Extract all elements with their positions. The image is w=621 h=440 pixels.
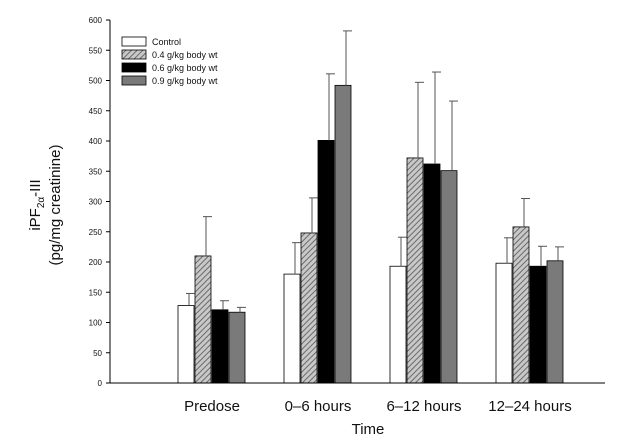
bar	[406, 157, 424, 384]
y-title-main: iPF	[27, 208, 44, 231]
bar	[194, 255, 212, 384]
x-axis: Predose 0–6 hours 6–12 hours 12–24 hours	[110, 382, 605, 415]
y-tick-label: 150	[89, 288, 103, 297]
y-tick-label: 250	[89, 228, 103, 237]
bar	[211, 309, 229, 384]
y-title-suffix: -III	[27, 179, 44, 197]
y-tick-label: 0	[98, 379, 103, 388]
bar	[546, 260, 564, 384]
y-axis-title-line2: (pg/mg creatinine)	[47, 145, 64, 266]
y-tick-label: 500	[89, 77, 103, 86]
legend-swatch	[121, 49, 147, 60]
x-category-label: 6–12 hours	[386, 398, 461, 415]
x-category-label: 12–24 hours	[488, 398, 571, 415]
y-tick-label: 50	[93, 349, 102, 358]
legend-label: 0.6 g/kg body wt	[152, 63, 218, 73]
y-tick-label: 600	[89, 16, 103, 25]
bar	[529, 265, 547, 384]
bar	[177, 305, 195, 384]
y-axis-title-line1: iPF2α-III	[27, 179, 47, 230]
bar	[423, 163, 441, 384]
y-tick-label: 350	[89, 167, 103, 176]
bar	[495, 262, 513, 384]
y-tick-label: 550	[89, 46, 103, 55]
x-category-label: 0–6 hours	[285, 398, 352, 415]
bar	[512, 226, 530, 384]
bars-group	[177, 30, 564, 384]
y-tick-label: 450	[89, 107, 103, 116]
bar	[228, 311, 246, 384]
y-axis: 0 50 100 150 200 250 300 350 400 450 500 550 600	[89, 16, 111, 388]
y-title-subscript: 2α	[36, 197, 47, 209]
bar	[300, 232, 318, 384]
legend-swatch	[121, 62, 147, 73]
bar	[389, 265, 407, 384]
legend: Control 0.4 g/kg body wt 0.6 g/kg body wt 0…	[121, 36, 218, 86]
bar	[334, 84, 352, 384]
legend-swatch	[121, 36, 147, 47]
legend-swatch	[121, 75, 147, 86]
y-tick-label: 100	[89, 319, 103, 328]
bar	[317, 139, 335, 384]
x-category-label: Predose	[184, 398, 240, 415]
y-tick-label: 300	[89, 198, 103, 207]
bar	[283, 273, 301, 384]
legend-label: Control	[152, 37, 181, 47]
legend-label: 0.4 g/kg body wt	[152, 50, 218, 60]
x-axis-title: Time	[352, 421, 385, 438]
bar	[440, 170, 458, 384]
y-tick-label: 400	[89, 137, 103, 146]
y-tick-label: 200	[89, 258, 103, 267]
legend-label: 0.9 g/kg body wt	[152, 76, 218, 86]
